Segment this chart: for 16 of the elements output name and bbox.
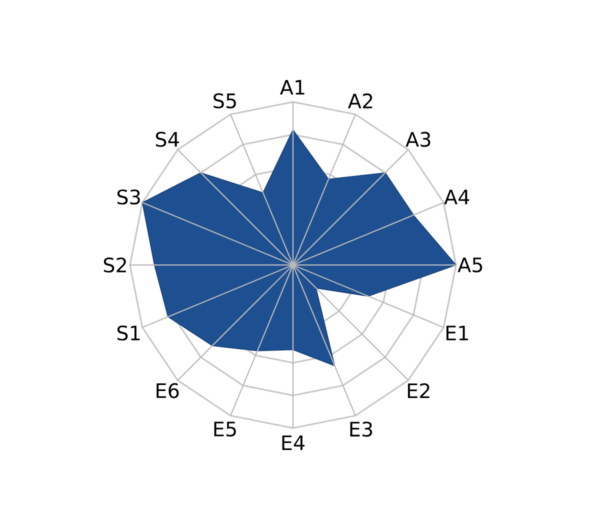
- spoke-label: E2: [408, 383, 430, 398]
- spoke-label: A2: [348, 93, 372, 108]
- spoke-label: S2: [104, 257, 126, 272]
- spoke-label: S5: [214, 93, 236, 108]
- spoke-label: S1: [117, 325, 140, 340]
- spoke-label: A1: [280, 80, 304, 94]
- spoke-label: A5: [458, 258, 482, 272]
- spoke-label: E6: [156, 383, 179, 398]
- spoke-label: A4: [444, 190, 470, 204]
- spoke-label: E1: [446, 326, 468, 340]
- spoke-label: E5: [214, 422, 236, 437]
- spoke-label: E4: [282, 435, 305, 450]
- spoke-label: S3: [117, 189, 140, 204]
- spoke-label: S4: [156, 132, 179, 147]
- spoke-label: A3: [406, 132, 430, 147]
- spoke-label: E3: [350, 422, 372, 437]
